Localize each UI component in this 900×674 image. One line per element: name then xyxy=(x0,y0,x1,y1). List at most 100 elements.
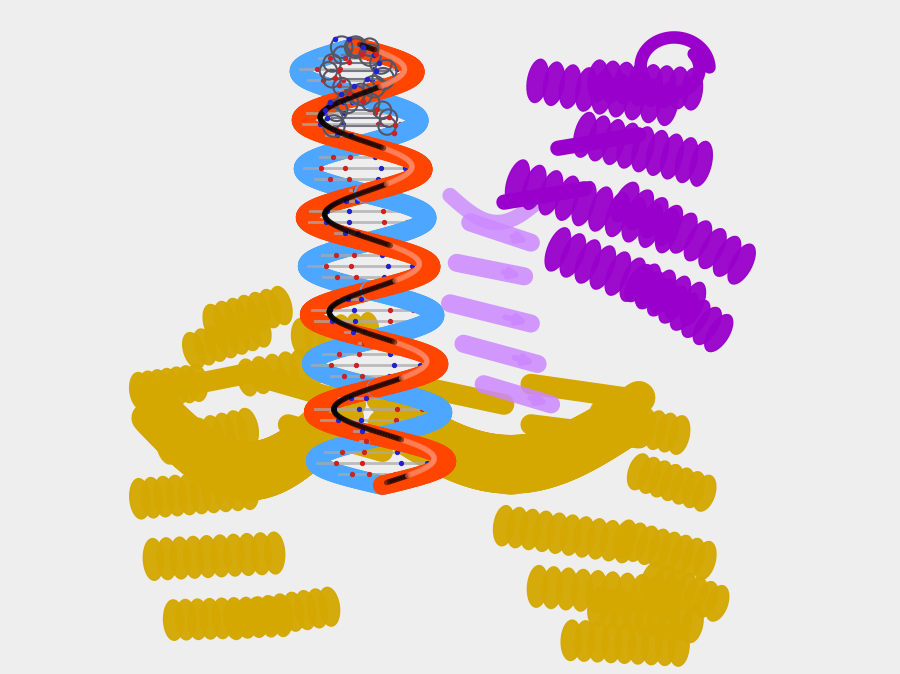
Ellipse shape xyxy=(670,602,691,640)
Ellipse shape xyxy=(167,423,189,462)
Ellipse shape xyxy=(693,307,721,344)
Ellipse shape xyxy=(601,622,622,663)
Ellipse shape xyxy=(200,599,220,639)
Ellipse shape xyxy=(493,506,514,546)
Ellipse shape xyxy=(130,479,150,519)
Ellipse shape xyxy=(694,541,716,580)
Ellipse shape xyxy=(194,329,216,365)
Ellipse shape xyxy=(655,209,680,253)
Ellipse shape xyxy=(608,73,629,117)
Ellipse shape xyxy=(557,568,578,610)
Ellipse shape xyxy=(646,131,669,175)
Ellipse shape xyxy=(184,537,204,578)
Ellipse shape xyxy=(562,620,581,661)
Ellipse shape xyxy=(248,311,271,347)
Ellipse shape xyxy=(675,137,698,183)
Ellipse shape xyxy=(560,65,580,109)
Ellipse shape xyxy=(680,282,706,326)
Ellipse shape xyxy=(238,359,258,396)
Ellipse shape xyxy=(319,587,339,626)
Ellipse shape xyxy=(212,599,232,638)
Ellipse shape xyxy=(190,473,211,514)
Ellipse shape xyxy=(616,574,636,615)
Ellipse shape xyxy=(682,539,705,576)
Ellipse shape xyxy=(224,534,245,576)
Ellipse shape xyxy=(148,370,169,406)
Ellipse shape xyxy=(176,599,196,640)
Ellipse shape xyxy=(606,193,629,237)
Ellipse shape xyxy=(170,537,191,579)
Ellipse shape xyxy=(248,597,268,636)
Ellipse shape xyxy=(576,68,597,111)
Ellipse shape xyxy=(599,589,621,628)
Ellipse shape xyxy=(682,68,703,110)
Ellipse shape xyxy=(259,290,281,328)
Ellipse shape xyxy=(202,416,224,454)
Ellipse shape xyxy=(625,265,652,301)
Ellipse shape xyxy=(216,322,238,358)
Ellipse shape xyxy=(673,574,697,609)
Ellipse shape xyxy=(291,350,311,386)
Ellipse shape xyxy=(631,575,652,616)
Ellipse shape xyxy=(542,567,562,609)
Ellipse shape xyxy=(706,586,729,621)
Ellipse shape xyxy=(303,347,325,384)
Ellipse shape xyxy=(590,246,616,289)
Ellipse shape xyxy=(214,471,235,512)
Ellipse shape xyxy=(166,475,186,516)
Ellipse shape xyxy=(587,519,608,559)
Ellipse shape xyxy=(226,411,247,450)
Ellipse shape xyxy=(177,366,198,402)
Ellipse shape xyxy=(211,535,231,577)
Ellipse shape xyxy=(615,63,635,104)
Ellipse shape xyxy=(682,604,703,642)
Ellipse shape xyxy=(561,515,581,555)
Ellipse shape xyxy=(588,398,609,437)
Ellipse shape xyxy=(130,373,150,409)
Ellipse shape xyxy=(305,317,325,355)
Ellipse shape xyxy=(648,529,670,568)
Ellipse shape xyxy=(187,365,208,401)
Ellipse shape xyxy=(574,621,595,661)
Ellipse shape xyxy=(224,601,245,640)
Ellipse shape xyxy=(636,272,664,309)
Ellipse shape xyxy=(539,171,562,215)
Ellipse shape xyxy=(547,513,568,553)
Ellipse shape xyxy=(284,592,304,631)
Ellipse shape xyxy=(319,316,338,353)
Ellipse shape xyxy=(650,461,672,497)
Ellipse shape xyxy=(628,63,649,105)
Ellipse shape xyxy=(605,252,631,295)
Ellipse shape xyxy=(655,66,676,108)
Ellipse shape xyxy=(641,562,663,597)
Ellipse shape xyxy=(622,198,646,242)
Ellipse shape xyxy=(617,123,640,168)
Ellipse shape xyxy=(588,587,608,626)
Ellipse shape xyxy=(599,401,620,439)
Ellipse shape xyxy=(588,116,610,161)
Ellipse shape xyxy=(671,535,693,574)
Ellipse shape xyxy=(295,590,316,630)
Ellipse shape xyxy=(662,570,685,605)
Ellipse shape xyxy=(307,589,328,627)
Ellipse shape xyxy=(238,534,257,576)
Ellipse shape xyxy=(544,62,564,105)
Ellipse shape xyxy=(588,621,608,662)
Ellipse shape xyxy=(657,413,679,452)
Ellipse shape xyxy=(237,408,258,447)
Ellipse shape xyxy=(191,419,212,457)
Ellipse shape xyxy=(575,240,600,283)
Ellipse shape xyxy=(682,301,710,337)
Ellipse shape xyxy=(143,539,164,580)
Ellipse shape xyxy=(600,520,621,561)
Ellipse shape xyxy=(560,234,586,277)
Ellipse shape xyxy=(714,237,741,276)
Ellipse shape xyxy=(682,472,705,508)
Ellipse shape xyxy=(142,478,162,518)
Ellipse shape xyxy=(224,598,245,638)
Ellipse shape xyxy=(601,61,622,103)
Ellipse shape xyxy=(346,314,365,350)
Ellipse shape xyxy=(157,538,177,580)
Ellipse shape xyxy=(248,597,269,638)
Ellipse shape xyxy=(572,570,592,611)
